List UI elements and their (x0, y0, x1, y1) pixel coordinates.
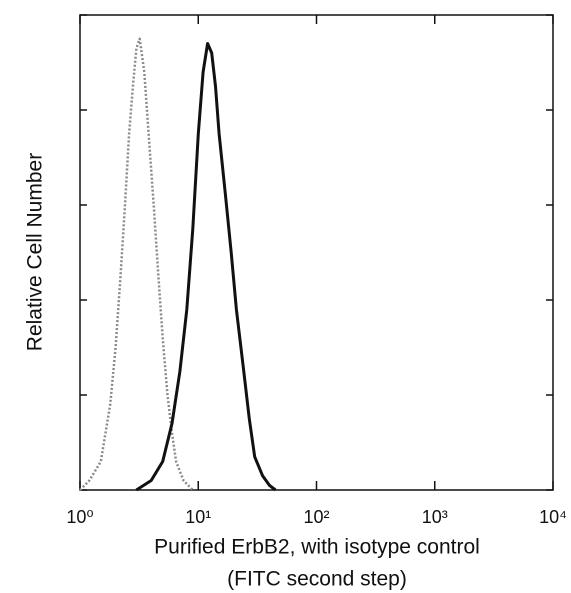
x-axis-label: Purified ErbB2, with isotype control (154, 536, 480, 559)
x-axis-label: (FITC second step) (227, 568, 407, 591)
y-axis-label: Relative Cell Number (24, 153, 47, 351)
histogram-line (79, 37, 194, 491)
x-tick-label: 10³ (422, 507, 448, 527)
x-tick-label: 10⁴ (539, 507, 567, 527)
histogram-line (135, 42, 277, 492)
x-tick-label: 10¹ (185, 507, 211, 527)
x-tick-label: 10⁰ (66, 507, 93, 527)
x-tick-label: 10² (303, 507, 329, 527)
plot-frame (79, 14, 554, 491)
